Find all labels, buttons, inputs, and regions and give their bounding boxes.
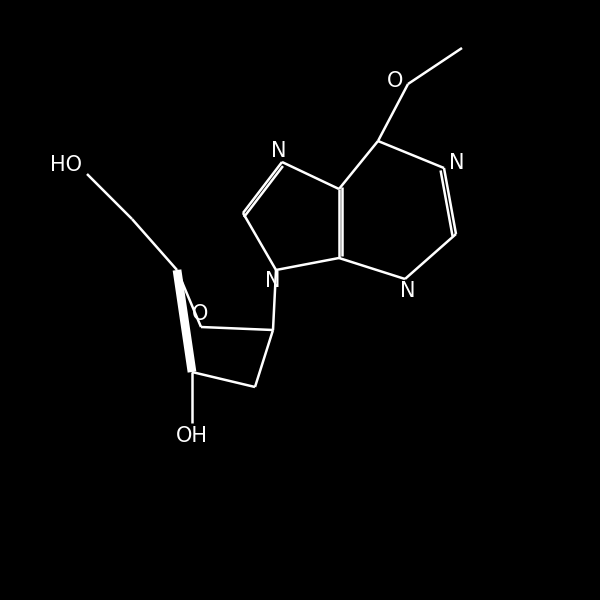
Text: O: O <box>386 71 403 91</box>
Text: N: N <box>265 271 281 291</box>
Text: N: N <box>449 153 465 173</box>
Text: OH: OH <box>176 426 208 446</box>
Text: O: O <box>191 304 208 324</box>
Text: HO: HO <box>50 155 82 175</box>
Text: N: N <box>400 281 416 301</box>
Text: N: N <box>271 141 287 161</box>
